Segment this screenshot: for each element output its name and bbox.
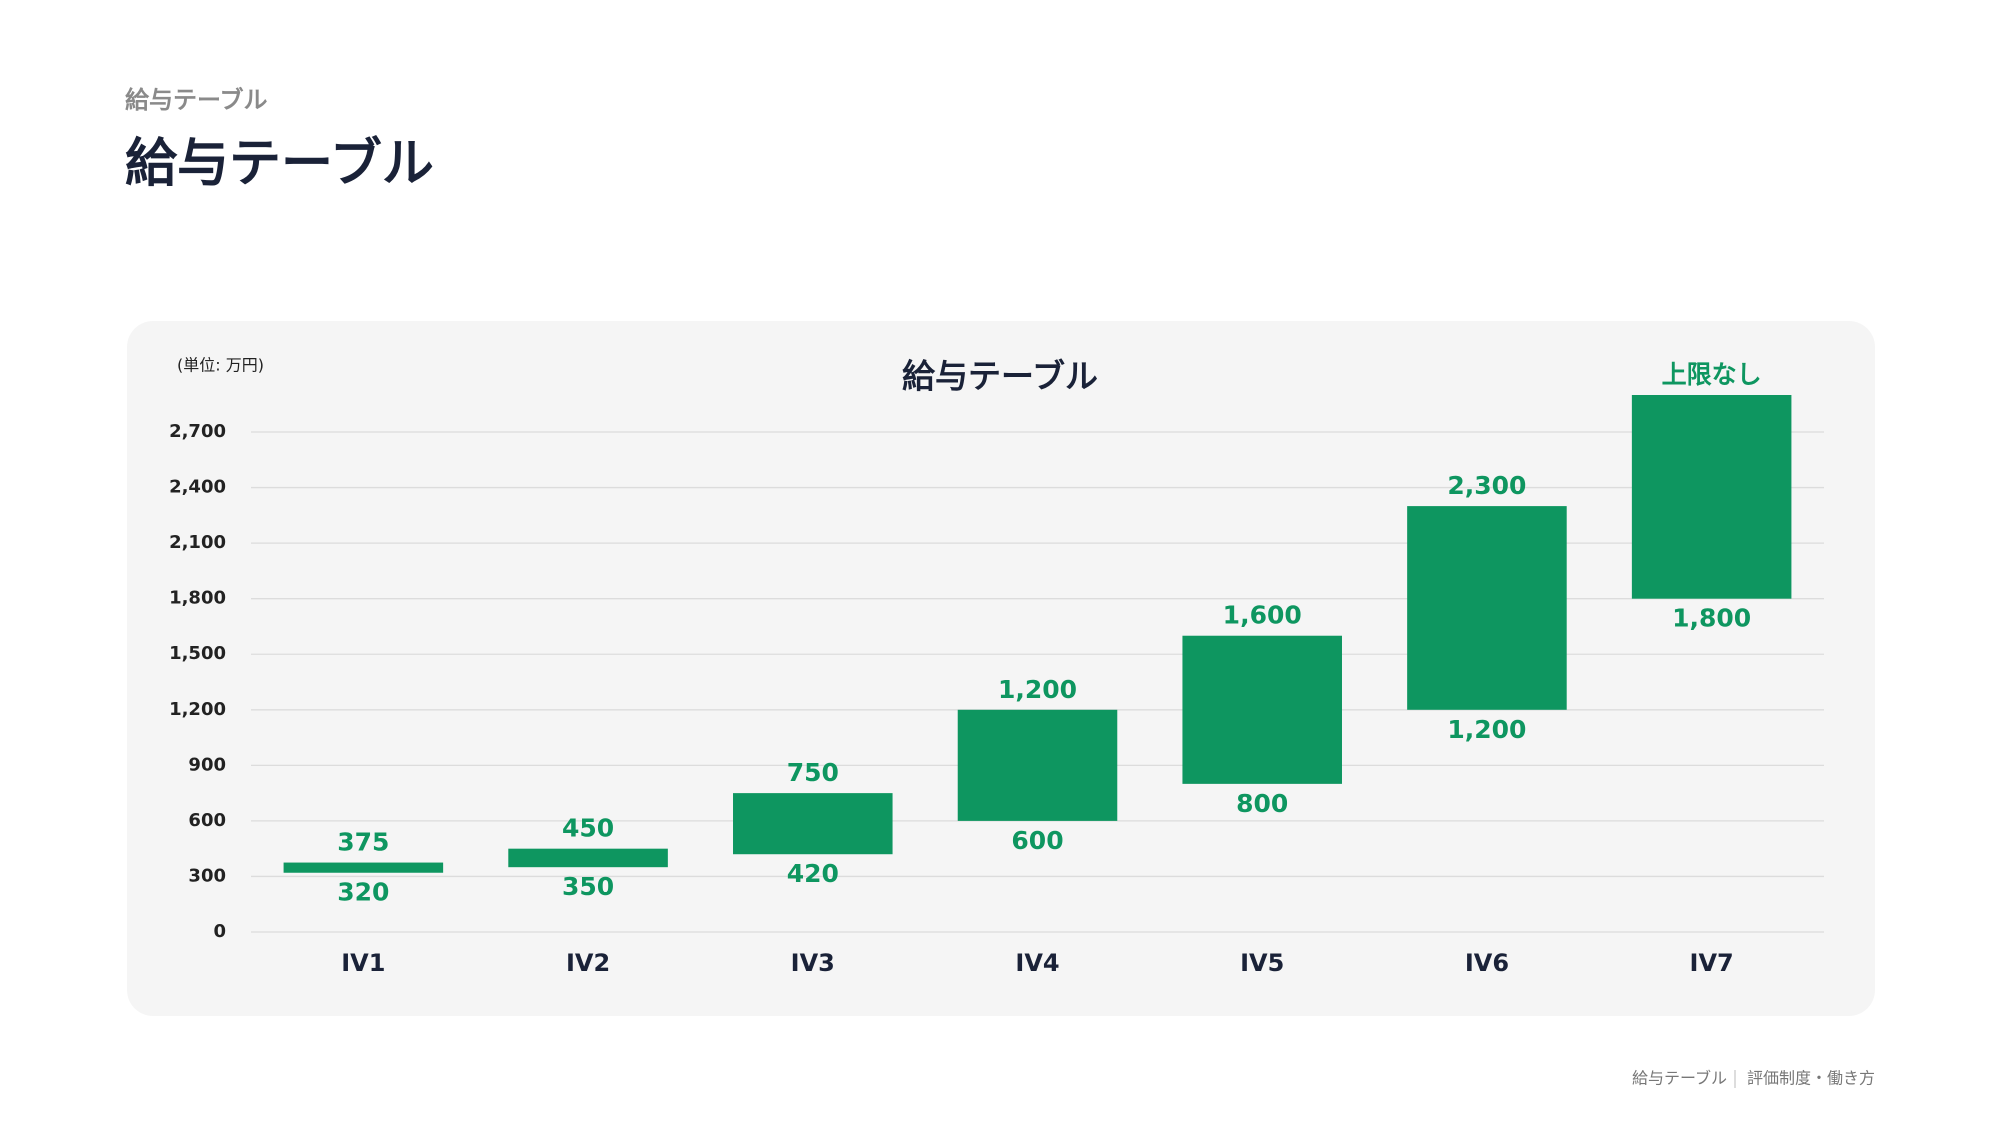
high-value-label: 2,300	[1447, 471, 1526, 500]
y-tick-label: 900	[188, 754, 226, 775]
range-bar	[283, 862, 444, 873]
y-tick-label: 1,200	[169, 699, 226, 720]
low-value-label: 1,200	[1447, 715, 1526, 744]
x-tick-label: IV5	[1240, 949, 1284, 977]
low-value-label: 1,800	[1672, 604, 1751, 633]
range-bar	[1182, 635, 1342, 784]
x-tick-label: IV4	[1015, 949, 1059, 977]
x-tick-label: IV2	[566, 949, 610, 977]
high-value-label: 375	[337, 828, 389, 857]
range-bar	[957, 709, 1118, 821]
unit-label: (単位: 万円)	[177, 356, 264, 375]
low-value-label: 320	[337, 878, 389, 907]
high-value-label: 1,600	[1223, 601, 1302, 630]
y-tick-label: 2,700	[169, 421, 226, 442]
range-bar	[733, 793, 893, 855]
eyebrow: 給与テーブル	[125, 86, 268, 114]
y-tick-label: 300	[188, 865, 226, 886]
y-tick-label: 1,800	[169, 588, 226, 609]
x-tick-label: IV6	[1465, 949, 1509, 977]
range-bar	[508, 848, 668, 868]
high-value-label: 450	[562, 814, 614, 843]
y-tick-label: 0	[213, 921, 226, 942]
y-tick-label: 600	[188, 810, 226, 831]
footer-section: 給与テーブル	[1632, 1069, 1727, 1088]
low-value-label: 420	[787, 859, 839, 888]
high-value-label: 1,200	[998, 675, 1077, 704]
low-value-label: 350	[562, 872, 614, 901]
range-bar	[1631, 395, 1792, 599]
chart-card	[127, 321, 1875, 1016]
high-value-label: 上限なし	[1662, 360, 1762, 389]
low-value-label: 800	[1236, 789, 1288, 818]
y-tick-label: 2,400	[169, 477, 226, 498]
footer-chapter: 評価制度・働き方	[1747, 1069, 1875, 1088]
y-tick-label: 1,500	[169, 643, 226, 664]
range-bar	[1407, 506, 1567, 710]
x-tick-label: IV1	[341, 949, 385, 977]
page-title: 給与テーブル	[125, 134, 434, 194]
chart-title: 給与テーブル	[902, 357, 1098, 396]
y-tick-label: 2,100	[169, 532, 226, 553]
low-value-label: 600	[1011, 826, 1063, 855]
x-tick-label: IV7	[1690, 949, 1734, 977]
high-value-label: 750	[787, 758, 839, 787]
x-tick-label: IV3	[791, 949, 835, 977]
